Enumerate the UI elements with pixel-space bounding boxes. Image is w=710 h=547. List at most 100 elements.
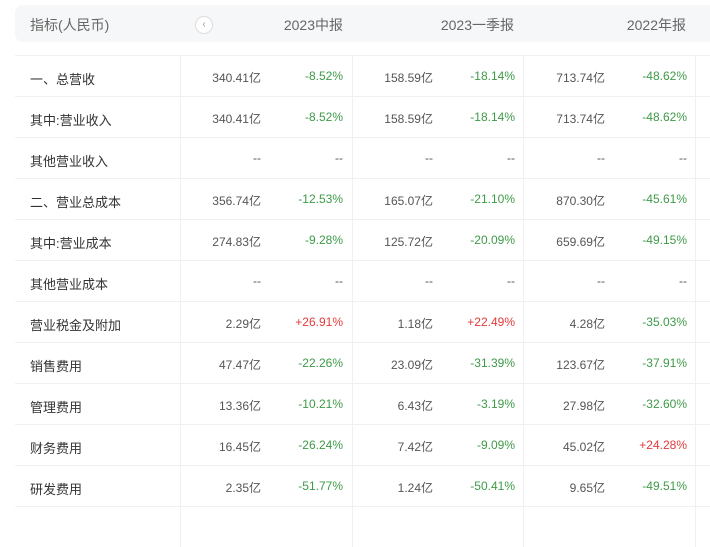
change-cell: -22.26%: [298, 356, 343, 370]
column-divider: [523, 261, 524, 301]
table-row: 二、营业总成本 356.74亿 -12.53% 165.07亿 -21.10% 870.3…: [15, 179, 710, 220]
column-divider: [523, 56, 524, 96]
value-cell: 13.36亿: [218, 399, 261, 413]
change-cell: --: [507, 151, 515, 165]
column-divider: [352, 466, 353, 506]
change-cell: -18.14%: [470, 110, 515, 124]
value-cell: 1.24亿: [397, 481, 433, 495]
column-divider: [523, 97, 524, 137]
value-cell: --: [253, 274, 261, 288]
change-cell: -9.28%: [304, 233, 343, 247]
table-row: 其他营业成本 -- -- -- -- -- --: [15, 261, 710, 302]
column-divider: [523, 302, 524, 342]
row-label: 其他营业成本: [30, 277, 109, 292]
column-divider: [523, 384, 524, 424]
table-row: 财务费用 16.45亿 -26.24% 7.42亿 -9.09% 45.02亿 +24.28…: [15, 425, 710, 466]
financial-table: 一、总营收 340.41亿 -8.52% 158.59亿 -18.14% 713.74亿 -…: [15, 55, 710, 547]
chevron-left-icon[interactable]: ‹: [195, 16, 213, 34]
column-divider: [352, 56, 353, 96]
column-divider: [352, 261, 353, 301]
value-cell: --: [425, 274, 433, 288]
change-cell: --: [679, 274, 687, 288]
table-row: 其他营业收入 -- -- -- -- -- --: [15, 138, 710, 179]
column-divider: [695, 384, 696, 424]
change-cell: +24.28%: [639, 438, 687, 452]
table-row: 其中:营业成本 274.83亿 -9.28% 125.72亿 -20.09% 659.69…: [15, 220, 710, 261]
table-row: 管理费用 13.36亿 -10.21% 6.43亿 -3.19% 27.98亿 -32.60…: [15, 384, 710, 425]
value-cell: 713.74亿: [556, 112, 605, 126]
change-cell: --: [679, 151, 687, 165]
value-cell: 7.42亿: [397, 440, 433, 454]
row-label: 研发费用: [30, 482, 83, 497]
change-cell: -21.10%: [470, 192, 515, 206]
column-divider: [352, 97, 353, 137]
column-divider: [523, 138, 524, 178]
value-cell: --: [597, 151, 605, 165]
column-divider: [180, 138, 181, 178]
row-label: 其中:营业成本: [30, 236, 112, 251]
column-divider: [695, 220, 696, 260]
column-divider: [695, 56, 696, 96]
change-cell: -49.15%: [642, 233, 687, 247]
change-cell: --: [507, 274, 515, 288]
value-cell: 9.65亿: [569, 481, 605, 495]
change-cell: --: [335, 151, 343, 165]
column-divider: [523, 220, 524, 260]
change-cell: -20.09%: [470, 233, 515, 247]
value-cell: 1.18亿: [397, 317, 433, 331]
column-divider: [523, 343, 524, 383]
column-divider: [352, 343, 353, 383]
column-divider: [180, 466, 181, 506]
column-divider: [352, 384, 353, 424]
value-cell: 27.98亿: [562, 399, 605, 413]
change-cell: -48.62%: [642, 110, 687, 124]
value-cell: 2.35亿: [225, 481, 261, 495]
value-cell: 340.41亿: [212, 112, 261, 126]
column-divider: [352, 302, 353, 342]
change-cell: +22.49%: [467, 315, 515, 329]
column-divider: [352, 179, 353, 219]
table-row: 一、总营收 340.41亿 -8.52% 158.59亿 -18.14% 713.74亿 -…: [15, 55, 710, 97]
value-cell: 123.67亿: [556, 358, 605, 372]
row-label: 其他营业收入: [30, 154, 109, 169]
table-header: 指标(人民币) ‹ 2023中报 2023一季报 2022年报: [15, 5, 710, 42]
table-row: 其中:营业收入 340.41亿 -8.52% 158.59亿 -18.14% 713.74…: [15, 97, 710, 138]
value-cell: 16.45亿: [218, 440, 261, 454]
value-cell: 165.07亿: [384, 194, 433, 208]
column-divider: [695, 302, 696, 342]
period-header: 2022年报: [626, 17, 686, 33]
row-label: 销售费用: [30, 359, 83, 374]
column-divider: [180, 302, 181, 342]
change-cell: -12.53%: [298, 192, 343, 206]
row-label: 财务费用: [30, 441, 83, 456]
value-cell: 2.29亿: [225, 317, 261, 331]
column-divider: [352, 138, 353, 178]
value-cell: 125.72亿: [384, 235, 433, 249]
indicator-header: 指标(人民币): [30, 17, 110, 33]
column-divider: [523, 425, 524, 465]
value-cell: 659.69亿: [556, 235, 605, 249]
table-row: [15, 507, 710, 547]
change-cell: -50.41%: [470, 479, 515, 493]
change-cell: -45.61%: [642, 192, 687, 206]
column-divider: [523, 179, 524, 219]
column-divider: [180, 343, 181, 383]
value-cell: 340.41亿: [212, 71, 261, 85]
value-cell: 47.47亿: [218, 358, 261, 372]
column-divider: [695, 425, 696, 465]
value-cell: 870.30亿: [556, 194, 605, 208]
change-cell: -18.14%: [470, 69, 515, 83]
column-divider: [695, 261, 696, 301]
column-divider: [180, 56, 181, 96]
value-cell: --: [597, 274, 605, 288]
period-header: 2023中报: [283, 17, 343, 33]
change-cell: -49.51%: [642, 479, 687, 493]
column-divider: [695, 138, 696, 178]
change-cell: -32.60%: [642, 397, 687, 411]
table-row: 销售费用 47.47亿 -22.26% 23.09亿 -31.39% 123.67亿 -37…: [15, 343, 710, 384]
change-cell: -37.91%: [642, 356, 687, 370]
change-cell: -9.09%: [476, 438, 515, 452]
row-label: 管理费用: [30, 400, 83, 415]
row-label: 一、总营收: [30, 72, 96, 87]
table-row: 研发费用 2.35亿 -51.77% 1.24亿 -50.41% 9.65亿 -49.51%: [15, 466, 710, 507]
